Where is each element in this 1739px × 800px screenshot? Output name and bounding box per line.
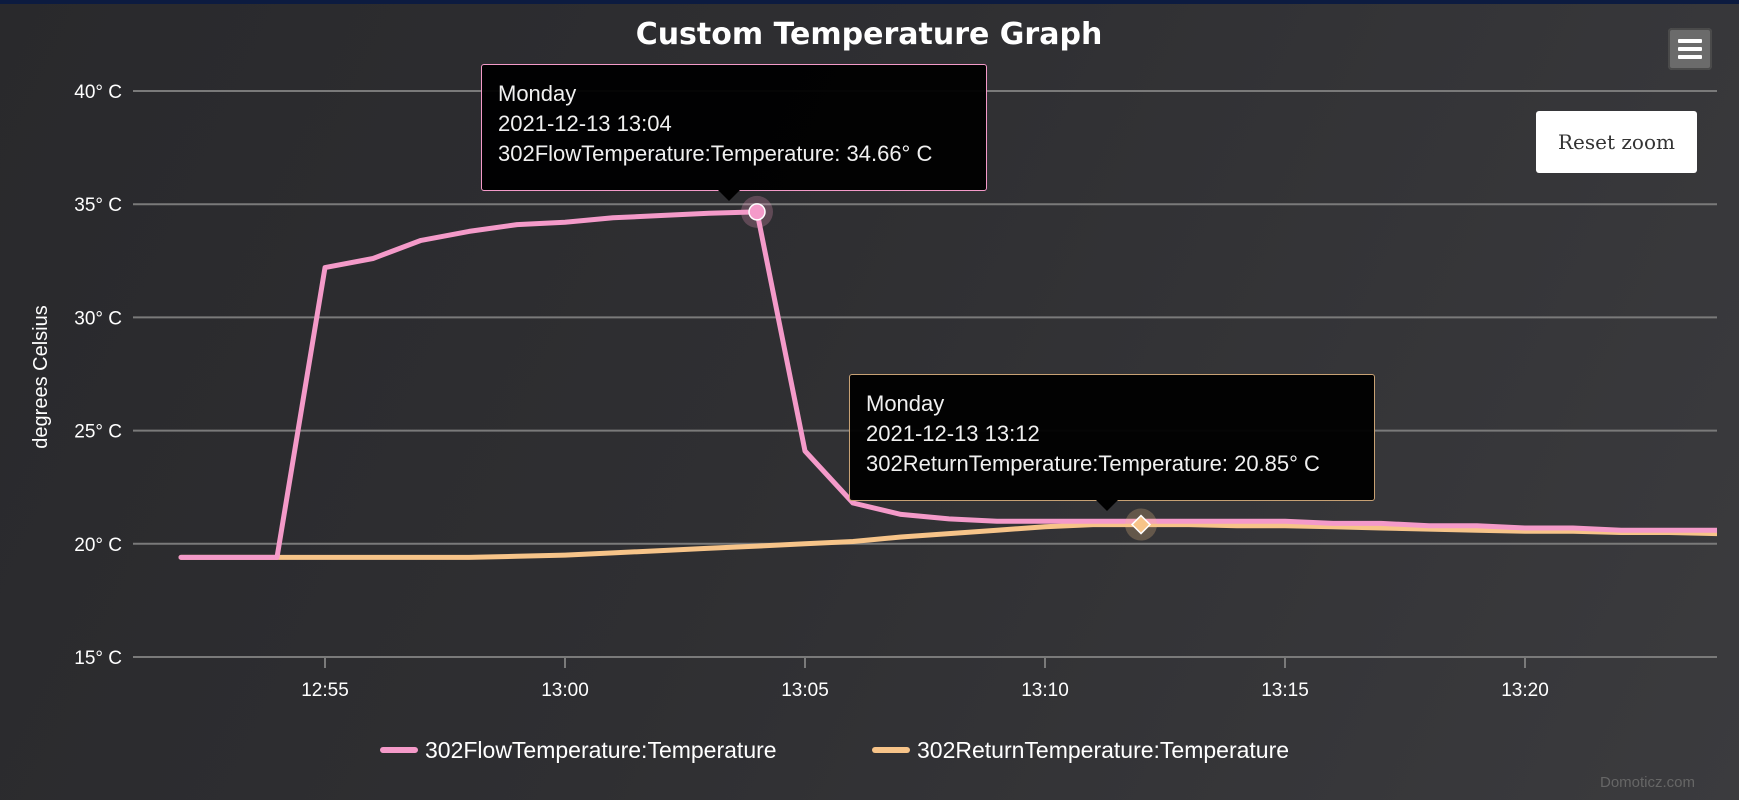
x-tick-label: 13:05 — [781, 680, 829, 701]
return-highlight-point[interactable] — [1130, 514, 1152, 535]
tooltip-day: Monday — [498, 81, 577, 106]
y-tick-label: 20° C — [74, 535, 122, 556]
flow-highlight-point[interactable] — [748, 203, 766, 221]
x-tick-label: 12:55 — [301, 680, 349, 701]
flow-tooltip: Monday 2021-12-13 13:04 302FlowTemperatu… — [481, 64, 987, 201]
y-tick-label: 15° C — [74, 648, 122, 669]
x-tick-label: 13:20 — [1501, 680, 1549, 701]
tooltip-pointer — [1096, 500, 1118, 511]
y-tick-label: 40° C — [74, 82, 122, 103]
tooltip-value: 302FlowTemperature:Temperature: 34.66° C — [498, 141, 933, 166]
y-tick-label: 30° C — [74, 308, 122, 329]
tooltip-datetime: 2021-12-13 13:04 — [498, 111, 672, 136]
flow-temperature-line — [178, 209, 1717, 560]
legend: 302FlowTemperature:Temperature 302ReturnT… — [380, 737, 1289, 763]
reset-zoom-button[interactable]: Reset zoom — [1536, 111, 1697, 173]
y-tick-label: 25° C — [74, 422, 122, 443]
credits-link[interactable]: Domoticz.com — [1600, 774, 1696, 791]
chart-container: Custom Temperature Graph 15° C 20° C 25° C… — [0, 4, 1739, 800]
legend-label: 302FlowTemperature:Temperature — [425, 737, 777, 763]
tooltip-datetime: 2021-12-13 13:12 — [866, 421, 1040, 446]
series-layer — [178, 195, 1717, 560]
chart-title: Custom Temperature Graph — [636, 17, 1103, 52]
legend-item-flow[interactable]: 302FlowTemperature:Temperature — [380, 737, 777, 763]
legend-item-return[interactable]: 302ReturnTemperature:Temperature — [872, 737, 1289, 763]
y-axis-title: degrees Celsius — [30, 305, 52, 448]
x-tick-label: 13:00 — [541, 680, 589, 701]
x-axis-ticks: 12:55 13:00 13:05 13:10 13:15 13:20 — [301, 657, 1549, 701]
y-axis-ticks: 15° C 20° C 25° C 30° C 35° C 40° C — [74, 82, 122, 669]
hamburger-menu-icon[interactable] — [1668, 28, 1712, 70]
chart-canvas: Custom Temperature Graph 15° C 20° C 25° C… — [30, 17, 1717, 763]
legend-label: 302ReturnTemperature:Temperature — [917, 737, 1289, 763]
x-tick-label: 13:15 — [1261, 680, 1309, 701]
tooltip-value: 302ReturnTemperature:Temperature: 20.85°… — [866, 451, 1320, 476]
return-temperature-line — [178, 522, 1717, 560]
tooltip-pointer — [718, 190, 740, 201]
y-tick-label: 35° C — [74, 195, 122, 216]
return-tooltip: Monday 2021-12-13 13:12 302ReturnTempera… — [849, 374, 1375, 511]
x-tick-label: 13:10 — [1021, 680, 1069, 701]
tooltip-day: Monday — [866, 391, 945, 416]
